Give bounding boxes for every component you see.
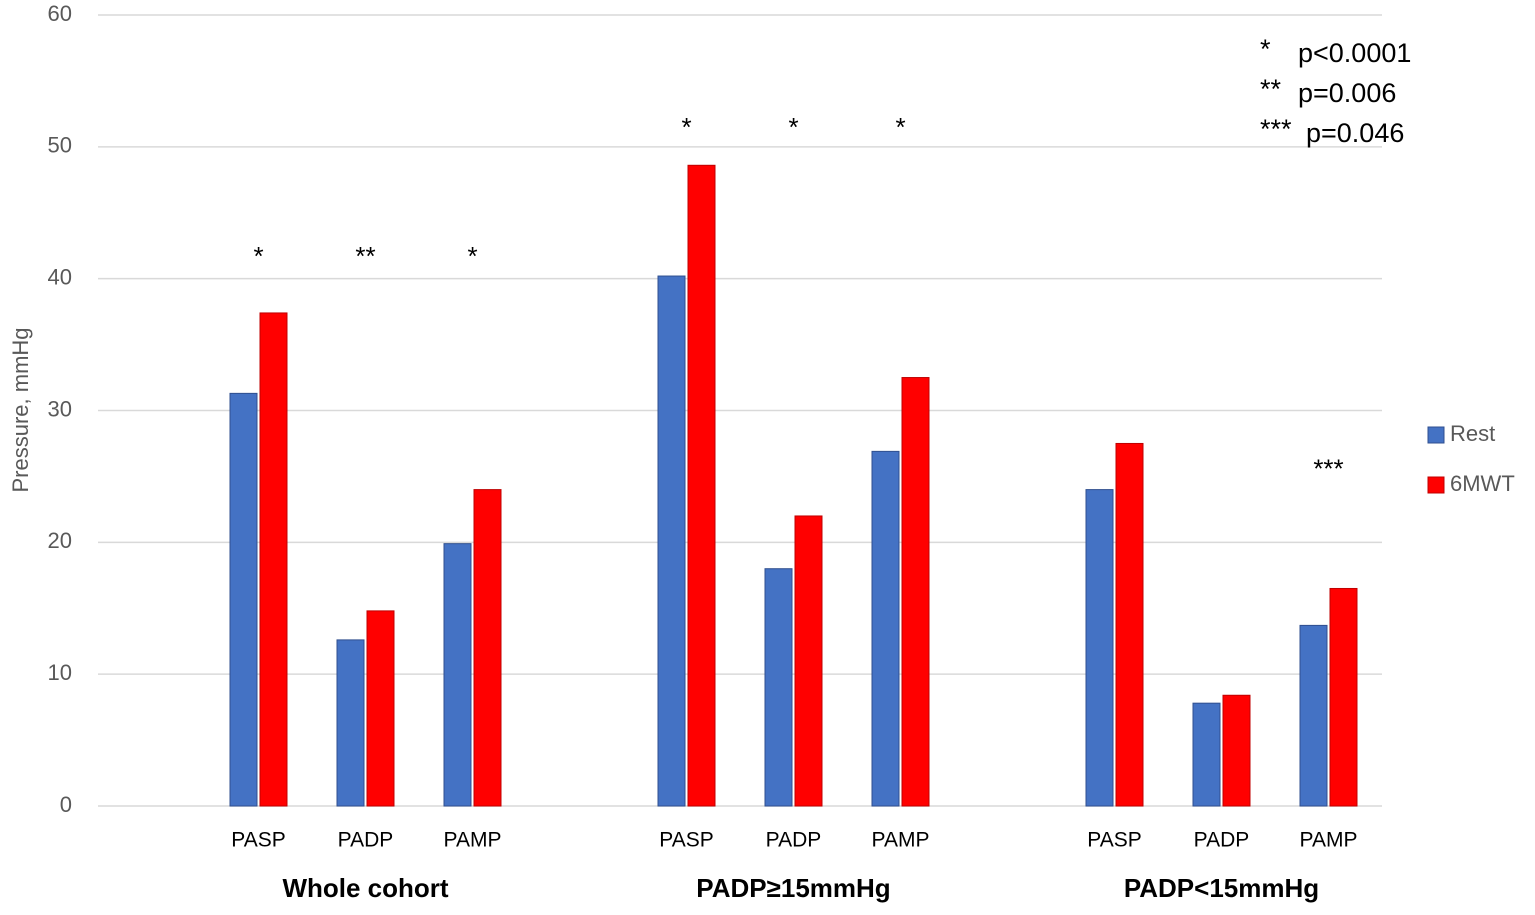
bar [1222, 694, 1251, 807]
y-tick-label: 10 [48, 660, 72, 685]
group-label: PADP≥15mmHg [696, 873, 890, 903]
note-text: p=0.046 [1306, 118, 1404, 148]
bar [366, 610, 395, 807]
bar [1299, 624, 1328, 807]
bar [229, 392, 258, 807]
y-axis-title: Pressure, mmHg [8, 327, 33, 492]
y-tick-label: 50 [48, 133, 72, 158]
significance-marker: * [681, 112, 691, 142]
bar [901, 377, 930, 807]
significance-marker: * [895, 112, 905, 142]
x-tick-label: PADP [766, 829, 822, 852]
y-tick-label: 20 [48, 528, 72, 553]
note-symbol: *** [1260, 114, 1292, 144]
x-tick-label: PADP [338, 829, 394, 852]
bar [1085, 489, 1114, 807]
note-symbol: ** [1260, 74, 1282, 104]
x-tick-label: PASP [1087, 829, 1141, 852]
bar [657, 275, 686, 807]
y-tick-label: 40 [48, 264, 72, 289]
significance-marker: * [253, 241, 263, 271]
y-tick-label: 60 [48, 1, 72, 26]
legend-swatch [1427, 476, 1445, 494]
x-tick-label: PADP [1194, 829, 1250, 852]
bar [794, 515, 823, 807]
bar [764, 568, 793, 807]
group-label: Whole cohort [282, 873, 448, 903]
significance-marker: ** [355, 241, 375, 271]
bar [1329, 587, 1358, 807]
significance-marker: * [467, 241, 477, 271]
note-text: p=0.006 [1298, 78, 1396, 108]
significance-marker: * [788, 112, 798, 142]
legend-label: 6MWT [1450, 471, 1515, 496]
bar [871, 450, 900, 807]
bar [1115, 442, 1144, 807]
bar [473, 489, 502, 807]
note-symbol: * [1260, 34, 1271, 64]
y-tick-label: 0 [60, 792, 72, 817]
bar [1192, 702, 1221, 807]
legend-label: Rest [1450, 421, 1495, 446]
legend-swatch [1427, 426, 1445, 444]
note-text: p<0.0001 [1298, 38, 1411, 68]
x-tick-label: PAMP [872, 829, 930, 852]
bar [443, 543, 472, 807]
x-tick-label: PAMP [444, 829, 502, 852]
x-tick-label: PASP [231, 829, 285, 852]
x-tick-label: PASP [659, 829, 713, 852]
group-label: PADP<15mmHg [1124, 873, 1319, 903]
bar [259, 312, 288, 807]
significance-marker: *** [1313, 453, 1343, 483]
bar [336, 639, 365, 807]
bar [687, 164, 716, 807]
y-tick-label: 30 [48, 396, 72, 421]
x-tick-label: PAMP [1300, 829, 1358, 852]
